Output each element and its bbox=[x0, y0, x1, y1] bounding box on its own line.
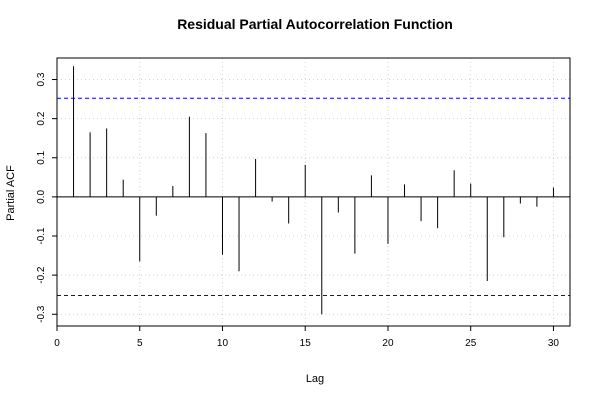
x-tick-label: 15 bbox=[300, 338, 312, 349]
x-tick-label: 10 bbox=[217, 338, 229, 349]
x-tick-label: 25 bbox=[465, 338, 477, 349]
pacf-bars bbox=[73, 66, 554, 315]
x-tick-label: 30 bbox=[548, 338, 560, 349]
y-tick-label: 0.1 bbox=[36, 150, 47, 164]
y-tick-label: 0.0 bbox=[36, 190, 47, 204]
x-tick-label: 20 bbox=[382, 338, 394, 349]
y-tick-label: 0.2 bbox=[36, 111, 47, 125]
y-tick-label: 0.3 bbox=[36, 72, 47, 86]
y-tick-label: -0.3 bbox=[36, 305, 47, 323]
confidence-bounds bbox=[57, 97, 570, 296]
y-tick-label: -0.1 bbox=[36, 227, 47, 245]
x-tick-label: 0 bbox=[54, 338, 60, 349]
x-axis: 0 5 10 15 20 25 30 bbox=[54, 326, 559, 349]
plot-frame bbox=[56, 57, 571, 327]
y-axis: -0.3 -0.2 -0.1 0.0 0.1 0.2 0.3 bbox=[36, 72, 57, 323]
x-axis-label: Lag bbox=[306, 373, 324, 385]
y-axis-label: Partial ACF bbox=[5, 165, 17, 221]
chart-title: Residual Partial Autocorrelation Functio… bbox=[177, 16, 453, 32]
x-tick-label: 5 bbox=[137, 338, 143, 349]
y-tick-label: -0.2 bbox=[36, 266, 47, 284]
